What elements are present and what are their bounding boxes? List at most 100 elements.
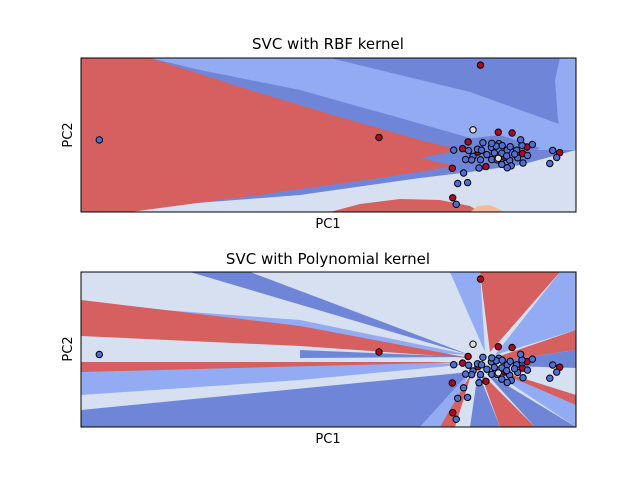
region-mid-blue <box>81 362 470 395</box>
data-point-blue <box>452 200 460 209</box>
data-point-blue <box>503 164 511 172</box>
axes-frame-polynomial <box>80 271 577 428</box>
data-point-red <box>375 133 383 142</box>
data-point-white <box>494 369 502 377</box>
data-point-blue <box>523 366 532 374</box>
data-point-red <box>448 379 456 387</box>
data-point-blue <box>503 152 511 160</box>
data-point-blue <box>516 350 525 358</box>
region-light-red <box>470 205 505 212</box>
data-point-red <box>449 409 457 417</box>
decision-regions-polynomial <box>81 272 576 427</box>
data-point-red <box>508 343 516 352</box>
data-point-blue <box>467 156 476 164</box>
data-point-blue <box>467 370 476 379</box>
data-point-red <box>482 377 490 385</box>
data-point-blue <box>483 365 491 373</box>
data-point-blue <box>498 141 506 150</box>
region-deep-blue <box>300 350 470 358</box>
data-point-red <box>508 129 516 137</box>
data-point-blue <box>553 368 561 376</box>
data-point-white <box>494 154 502 163</box>
data-point-red <box>464 352 472 361</box>
data-point-blue <box>463 393 472 402</box>
y-axis-label-polynomial: PC2 <box>61 336 76 361</box>
data-point-blue <box>549 361 557 369</box>
data-point-blue <box>553 153 561 162</box>
region-red-bottom <box>330 199 480 212</box>
data-point-blue <box>454 394 462 402</box>
data-point-blue <box>546 159 554 168</box>
region-mid-blue <box>150 58 576 150</box>
subplot-polynomial: SVC with Polynomial kernel PC1 <box>61 250 577 447</box>
region-red <box>81 300 470 358</box>
data-point-blue <box>464 361 473 369</box>
data-point-blue <box>498 375 506 383</box>
points-rbf <box>95 61 564 209</box>
data-point-red <box>494 343 502 351</box>
data-point-blue <box>523 151 532 160</box>
data-point-blue <box>498 160 506 169</box>
region-mid-blue <box>420 372 470 427</box>
data-point-blue <box>479 139 487 147</box>
region-deep-blue-upper <box>190 272 470 355</box>
data-point-blue <box>510 150 519 158</box>
chart-title-polynomial: SVC with Polynomial kernel <box>226 250 430 268</box>
data-point-blue <box>488 354 496 362</box>
data-point-red <box>464 138 472 146</box>
data-point-blue <box>488 139 496 148</box>
data-point-blue <box>490 363 498 372</box>
data-point-blue <box>503 366 511 375</box>
data-point-blue <box>546 374 554 382</box>
data-point-blue <box>450 361 458 369</box>
data-point-blue <box>95 136 104 144</box>
region-red-left <box>81 58 460 212</box>
data-point-white <box>469 340 477 348</box>
data-point-blue <box>461 370 470 378</box>
data-point-blue <box>459 384 468 392</box>
data-point-blue <box>510 365 519 373</box>
data-point-blue <box>506 357 514 365</box>
data-point-blue <box>490 149 498 157</box>
data-point-blue <box>475 164 483 172</box>
data-point-blue <box>476 370 485 379</box>
data-point-blue <box>475 379 483 387</box>
chart-title-rbf: SVC with RBF kernel <box>252 35 404 53</box>
data-point-blue <box>516 136 525 144</box>
data-point-red <box>476 275 485 283</box>
region-mid-blue-upper <box>450 272 485 352</box>
region-mid-blue-upper <box>495 272 576 355</box>
x-axis-label-rbf: PC1 <box>315 217 340 232</box>
data-point-blue <box>503 378 511 387</box>
data-point-blue <box>450 146 458 154</box>
data-point-blue <box>463 178 472 187</box>
data-point-blue <box>528 355 537 363</box>
region-mid-blue <box>555 58 576 150</box>
data-point-red <box>449 194 457 202</box>
data-point-red <box>482 162 490 171</box>
data-point-blue <box>479 353 487 361</box>
data-point-blue <box>452 415 460 423</box>
region-red <box>81 362 470 372</box>
data-point-blue <box>506 143 514 151</box>
data-point-blue <box>454 179 462 188</box>
data-point-blue <box>528 140 537 149</box>
data-point-red <box>448 164 456 173</box>
y-axis-label-rbf: PC2 <box>61 122 76 147</box>
data-point-red <box>476 61 485 69</box>
data-point-blue <box>477 146 486 154</box>
data-point-red <box>375 348 383 356</box>
x-axis-label-polynomial: PC1 <box>315 432 340 447</box>
data-point-red <box>458 144 467 153</box>
data-point-blue <box>464 146 473 155</box>
region-red-upper <box>480 272 560 352</box>
data-point-red <box>458 359 467 367</box>
data-point-red <box>494 128 502 136</box>
data-point-blue <box>483 150 491 159</box>
decision-regions-rbf <box>81 58 576 212</box>
data-point-blue <box>477 361 486 369</box>
axes-frame-rbf <box>80 57 577 213</box>
data-point-white <box>469 126 477 134</box>
region-mid-blue <box>490 370 576 427</box>
